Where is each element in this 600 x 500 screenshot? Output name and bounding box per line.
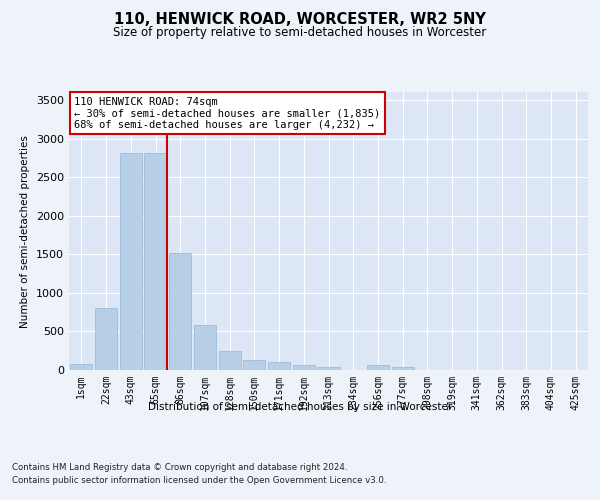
Bar <box>95 308 117 370</box>
Text: 110, HENWICK ROAD, WORCESTER, WR2 5NY: 110, HENWICK ROAD, WORCESTER, WR2 5NY <box>114 12 486 28</box>
Text: Contains public sector information licensed under the Open Government Licence v3: Contains public sector information licen… <box>12 476 386 485</box>
Text: Contains HM Land Registry data © Crown copyright and database right 2024.: Contains HM Land Registry data © Crown c… <box>12 462 347 471</box>
Bar <box>218 350 241 370</box>
Bar <box>119 152 142 370</box>
Bar <box>194 324 216 370</box>
Bar <box>367 366 389 370</box>
Bar <box>317 367 340 370</box>
Bar <box>145 152 167 370</box>
Bar <box>268 362 290 370</box>
Bar <box>293 366 315 370</box>
Bar <box>70 364 92 370</box>
Bar <box>392 367 414 370</box>
Bar <box>169 253 191 370</box>
Y-axis label: Number of semi-detached properties: Number of semi-detached properties <box>20 135 31 328</box>
Bar <box>243 360 265 370</box>
Text: Distribution of semi-detached houses by size in Worcester: Distribution of semi-detached houses by … <box>148 402 452 412</box>
Text: 110 HENWICK ROAD: 74sqm
← 30% of semi-detached houses are smaller (1,835)
68% of: 110 HENWICK ROAD: 74sqm ← 30% of semi-de… <box>74 96 380 130</box>
Text: Size of property relative to semi-detached houses in Worcester: Size of property relative to semi-detach… <box>113 26 487 39</box>
